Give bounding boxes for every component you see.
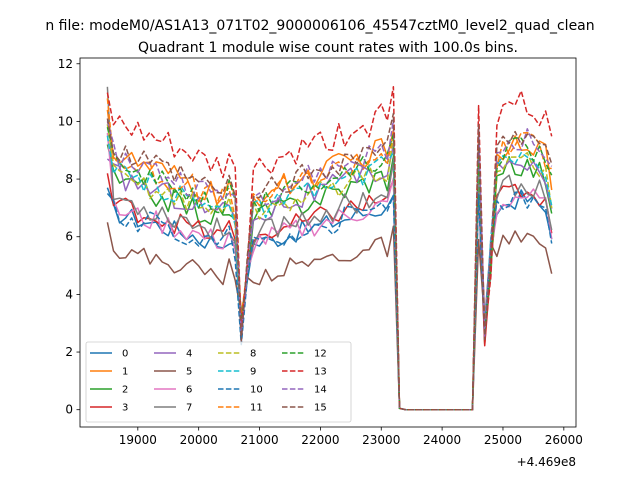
y-tick-label: 8: [65, 172, 73, 186]
x-tick-label: 19000: [119, 433, 157, 447]
series-line-10: [106, 191, 553, 411]
legend-label-0: 0: [122, 349, 128, 360]
figure-suptitle: n file: modeM0/AS1A13_071T02_9000006106_…: [45, 18, 594, 34]
x-tick-label: 25000: [484, 433, 522, 447]
x-axis: 19000 20000 21000 22000 23000 24000 25000 26000: [119, 427, 583, 447]
legend-label-8: 8: [250, 349, 256, 360]
legend-label-11: 11: [250, 403, 263, 414]
y-tick-label: 12: [58, 57, 73, 71]
legend-label-10: 10: [250, 385, 263, 396]
x-tick-label: 26000: [545, 433, 583, 447]
legend-label-1: 1: [122, 367, 128, 378]
legend-label-4: 4: [186, 349, 192, 360]
legend-label-9: 9: [250, 367, 256, 378]
x-tick-label: 23000: [362, 433, 400, 447]
series-line-8: [106, 124, 553, 411]
y-tick-label: 2: [65, 345, 73, 359]
legend-label-2: 2: [122, 385, 128, 396]
legend-box: [85, 341, 352, 423]
series-lines: [106, 86, 553, 411]
y-tick-label: 0: [65, 403, 73, 417]
y-axis: 0 2 4 6 8 10 12: [58, 57, 80, 417]
legend-label-6: 6: [186, 385, 192, 396]
y-tick-label: 10: [58, 114, 73, 128]
legend-label-14: 14: [314, 385, 327, 396]
x-tick-label: 22000: [301, 433, 339, 447]
series-line-5: [106, 222, 553, 411]
series-line-12: [106, 127, 553, 411]
y-tick-label: 4: [65, 287, 73, 301]
x-tick-label: 24000: [423, 433, 461, 447]
y-tick-label: 6: [65, 230, 73, 244]
plot-frame: [79, 57, 577, 428]
legend-label-3: 3: [122, 403, 128, 414]
series-line-15: [106, 112, 553, 411]
legend-label-5: 5: [186, 367, 192, 378]
x-offset-label: +4.469e8: [517, 455, 576, 469]
series-line-14: [106, 118, 553, 411]
legend-label-13: 13: [314, 367, 327, 378]
legend-label-15: 15: [314, 403, 327, 414]
x-tick-label: 21000: [240, 433, 278, 447]
x-tick-label: 20000: [180, 433, 218, 447]
legend-label-7: 7: [186, 403, 192, 414]
chart-title: Quadrant 1 module wise count rates with …: [138, 40, 518, 56]
legend-label-12: 12: [314, 349, 327, 360]
